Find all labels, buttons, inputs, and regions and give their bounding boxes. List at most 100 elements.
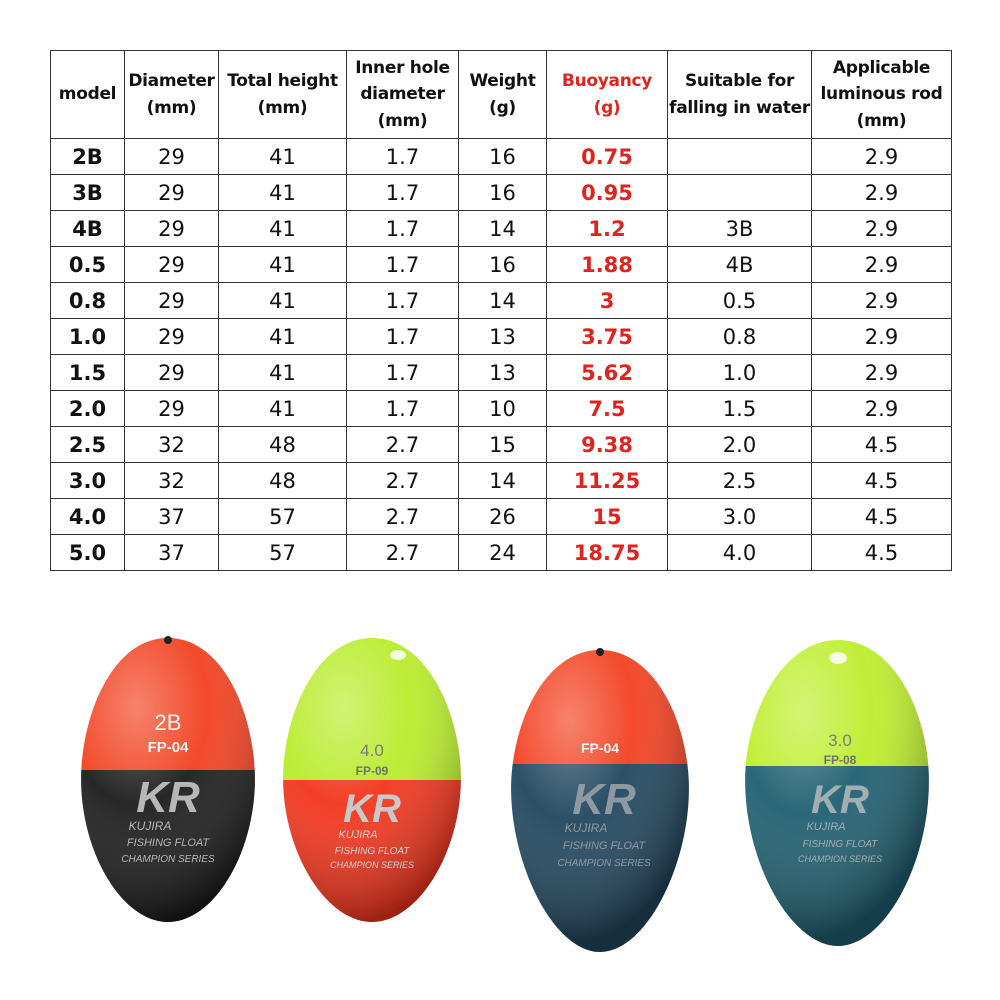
cell-inner-hole: 2.7 xyxy=(346,426,459,463)
cell-luminous-rod: 2.9 xyxy=(811,174,952,211)
cell-diameter: 29 xyxy=(124,138,219,175)
cell-inner-hole: 1.7 xyxy=(346,354,459,391)
cell-model: 0.5 xyxy=(50,246,125,283)
cell-diameter: 29 xyxy=(124,282,219,319)
cell-model: 2B xyxy=(50,138,125,175)
cell-luminous-rod: 2.9 xyxy=(811,210,952,247)
table-row: 1.0 29 41 1.7 13 3.75 0.8 2.9 xyxy=(50,318,952,355)
table-row: 1.5 29 41 1.7 13 5.62 1.0 2.9 xyxy=(50,354,952,391)
cell-falling-in-water: 3.0 xyxy=(667,498,812,535)
float-tagline-2: CHAMPION SERIES xyxy=(330,860,414,870)
brand-name: KUJIRA xyxy=(338,829,377,841)
cell-luminous-rod: 2.9 xyxy=(811,390,952,427)
cell-falling-in-water xyxy=(667,174,812,211)
header-total-height: Total height (mm) xyxy=(218,50,347,139)
cell-falling-in-water: 0.8 xyxy=(667,318,812,355)
cell-buoyancy: 0.75 xyxy=(546,138,668,175)
cell-diameter: 29 xyxy=(124,318,219,355)
cell-luminous-rod: 2.9 xyxy=(811,138,952,175)
cell-falling-in-water: 2.0 xyxy=(667,426,812,463)
cell-luminous-rod: 4.5 xyxy=(811,534,952,571)
cell-model: 0.8 xyxy=(50,282,125,319)
header-weight: Weight (g) xyxy=(458,50,547,139)
cell-model: 5.0 xyxy=(50,534,125,571)
cell-diameter: 29 xyxy=(124,174,219,211)
fishing-floats-illustration: 2B FP-04 KR KUJIRA FISHING FLOAT CHAMPIO… xyxy=(81,636,929,952)
brand-name: KUJIRA xyxy=(806,821,845,833)
header-inner-hole-diameter: Inner hole diameter (mm) xyxy=(346,50,459,139)
table-row: 5.0 37 57 2.7 24 18.75 4.0 4.5 xyxy=(50,534,952,571)
cell-model: 2.0 xyxy=(50,390,125,427)
table-row: 4.0 37 57 2.7 26 15 3.0 4.5 xyxy=(50,498,952,535)
cell-falling-in-water xyxy=(667,138,812,175)
cell-inner-hole: 2.7 xyxy=(346,462,459,499)
float-tagline-2: CHAMPION SERIES xyxy=(557,858,651,869)
table-row: 0.8 29 41 1.7 14 3 0.5 2.9 xyxy=(50,282,952,319)
cell-total-height: 41 xyxy=(218,174,347,211)
spec-table: model Diameter (mm) Total height (mm) In… xyxy=(50,50,952,571)
cell-diameter: 29 xyxy=(124,390,219,427)
header-luminous-rod: Applicable luminous rod (mm) xyxy=(811,50,952,139)
cell-falling-in-water: 4.0 xyxy=(667,534,812,571)
cell-weight: 13 xyxy=(458,318,547,355)
cell-diameter: 37 xyxy=(124,498,219,535)
table-body: 2B 29 41 1.7 16 0.75 2.9 3B 29 41 1.7 16 0.95 2.9 4B 29… xyxy=(50,138,952,571)
product-image: 2B FP-04 KR KUJIRA FISHING FLOAT CHAMPIO… xyxy=(0,600,1000,1000)
cell-inner-hole: 1.7 xyxy=(346,282,459,319)
float-code-label: FP-08 xyxy=(824,753,857,767)
cell-total-height: 41 xyxy=(218,210,347,247)
cell-weight: 15 xyxy=(458,426,547,463)
cell-buoyancy: 0.95 xyxy=(546,174,668,211)
cell-buoyancy: 18.75 xyxy=(546,534,668,571)
cell-inner-hole: 1.7 xyxy=(346,138,459,175)
cell-buoyancy: 7.5 xyxy=(546,390,668,427)
table-row: 3.0 32 48 2.7 14 11.25 2.5 4.5 xyxy=(50,462,952,499)
cell-buoyancy: 9.38 xyxy=(546,426,668,463)
float-tagline-1: FISHING FLOAT xyxy=(803,839,879,850)
table-row: 4B 29 41 1.7 14 1.2 3B 2.9 xyxy=(50,210,952,247)
cell-falling-in-water: 2.5 xyxy=(667,462,812,499)
float-4-0: 4.0 FP-09 KR KUJIRA FISHING FLOAT CHAMPI… xyxy=(283,638,461,922)
header-model: model xyxy=(50,50,125,139)
kr-logo-icon: KR xyxy=(136,773,200,822)
kr-logo-icon: KR xyxy=(572,775,636,824)
cell-inner-hole: 1.7 xyxy=(346,318,459,355)
cell-inner-hole: 2.7 xyxy=(346,498,459,535)
cell-weight: 16 xyxy=(458,246,547,283)
cell-diameter: 32 xyxy=(124,426,219,463)
float-2b: 2B FP-04 KR KUJIRA FISHING FLOAT CHAMPIO… xyxy=(81,636,255,922)
cell-model: 4.0 xyxy=(50,498,125,535)
cell-buoyancy: 5.62 xyxy=(546,354,668,391)
float-code-label: FP-04 xyxy=(148,739,190,756)
cell-diameter: 32 xyxy=(124,462,219,499)
cell-falling-in-water: 1.0 xyxy=(667,354,812,391)
cell-luminous-rod: 2.9 xyxy=(811,282,952,319)
cell-model: 4B xyxy=(50,210,125,247)
cell-falling-in-water: 0.5 xyxy=(667,282,812,319)
cell-model: 3.0 xyxy=(50,462,125,499)
table-row: 0.5 29 41 1.7 16 1.88 4B 2.9 xyxy=(50,246,952,283)
cell-weight: 10 xyxy=(458,390,547,427)
cell-diameter: 29 xyxy=(124,354,219,391)
cell-total-height: 41 xyxy=(218,282,347,319)
cell-total-height: 41 xyxy=(218,318,347,355)
float-fp-04: FP-04 KR KUJIRA FISHING FLOAT CHAMPION S… xyxy=(511,648,689,952)
float-code-label: FP-04 xyxy=(581,740,619,756)
cell-inner-hole: 1.7 xyxy=(346,174,459,211)
cell-buoyancy: 1.88 xyxy=(546,246,668,283)
cell-weight: 14 xyxy=(458,282,547,319)
cell-total-height: 48 xyxy=(218,426,347,463)
float-tagline-1: FISHING FLOAT xyxy=(563,840,647,852)
header-row: model Diameter (mm) Total height (mm) In… xyxy=(50,50,952,139)
cell-weight: 24 xyxy=(458,534,547,571)
cell-weight: 14 xyxy=(458,210,547,247)
cell-model: 3B xyxy=(50,174,125,211)
cell-falling-in-water: 3B xyxy=(667,210,812,247)
float-tagline-1: FISHING FLOAT xyxy=(335,846,411,857)
cell-luminous-rod: 4.5 xyxy=(811,426,952,463)
cell-model: 2.5 xyxy=(50,426,125,463)
cell-falling-in-water: 1.5 xyxy=(667,390,812,427)
cell-total-height: 41 xyxy=(218,354,347,391)
cell-weight: 16 xyxy=(458,174,547,211)
cell-weight: 16 xyxy=(458,138,547,175)
